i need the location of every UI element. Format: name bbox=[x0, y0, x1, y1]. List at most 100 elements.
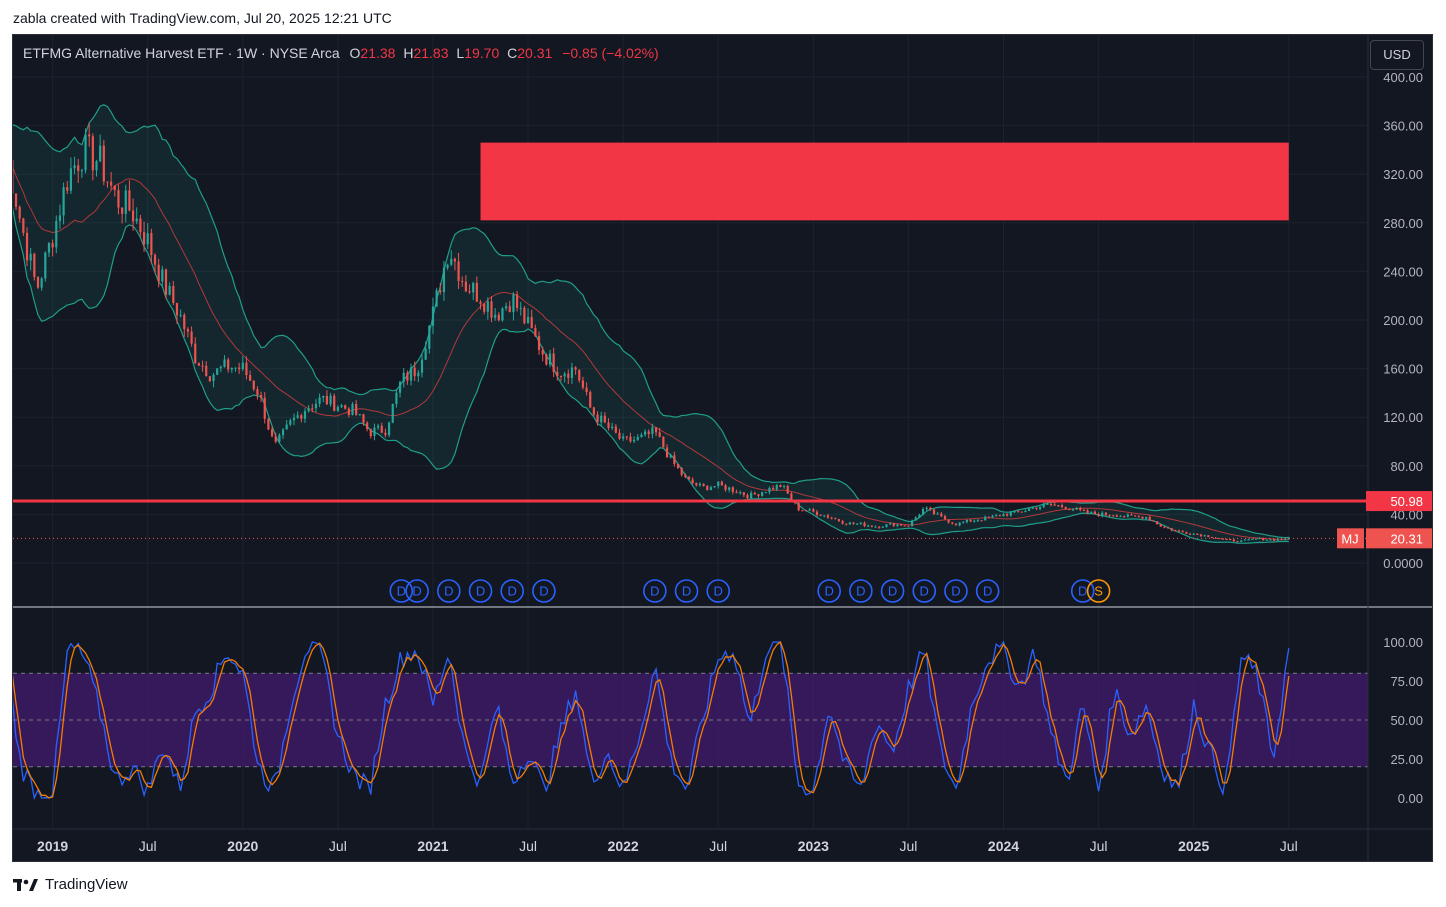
candle-body bbox=[1280, 539, 1283, 541]
legend-open: 21.38 bbox=[360, 45, 396, 61]
candle-body bbox=[1265, 539, 1268, 541]
candle-body bbox=[336, 407, 339, 411]
tradingview-logo-icon bbox=[13, 878, 38, 891]
event-marker-label: D bbox=[856, 584, 865, 599]
candle-body bbox=[150, 233, 153, 256]
candle-body bbox=[77, 165, 80, 172]
resistance-zone bbox=[480, 142, 1289, 221]
candle-body bbox=[965, 519, 969, 523]
candle-body bbox=[600, 415, 603, 423]
candle-body bbox=[420, 359, 424, 373]
time-tick-label: Jul bbox=[139, 838, 157, 854]
candle-body bbox=[1185, 532, 1188, 534]
candle-body bbox=[801, 510, 804, 512]
candle-body bbox=[918, 514, 921, 518]
candle-body bbox=[409, 367, 413, 381]
candle-body bbox=[44, 252, 47, 279]
time-tick-label: Jul bbox=[709, 838, 727, 854]
candle-body bbox=[771, 487, 775, 490]
candle-body bbox=[219, 366, 222, 369]
candle-body bbox=[278, 434, 281, 442]
candle-body bbox=[899, 524, 903, 526]
candle-body bbox=[728, 487, 731, 490]
candle-body bbox=[263, 397, 266, 419]
candle-body bbox=[1262, 537, 1265, 541]
stochastic-tick-label: 50.00 bbox=[1390, 713, 1423, 728]
candle-body bbox=[164, 269, 168, 295]
candle-body bbox=[581, 380, 585, 388]
candle-body bbox=[995, 515, 998, 517]
currency-button[interactable]: USD bbox=[1370, 40, 1424, 70]
price-tick-label: 120.00 bbox=[1383, 410, 1423, 425]
candle-body bbox=[1156, 521, 1159, 525]
candle-body bbox=[69, 168, 73, 191]
candle-body bbox=[249, 375, 252, 381]
candle-body bbox=[1057, 505, 1060, 507]
candle-body bbox=[845, 523, 848, 525]
candle-body bbox=[373, 427, 376, 437]
candle-body bbox=[117, 190, 120, 208]
candle-body bbox=[417, 372, 420, 377]
candle-body bbox=[464, 281, 467, 292]
candle-body bbox=[823, 515, 826, 517]
candle-body bbox=[523, 307, 526, 324]
candle-body bbox=[1115, 515, 1118, 517]
candle-body bbox=[453, 258, 457, 262]
candle-body bbox=[1042, 504, 1045, 507]
stochastic-k-line bbox=[13, 640, 1290, 801]
candle-body bbox=[878, 526, 881, 528]
candle-body bbox=[574, 367, 577, 370]
candle-body bbox=[292, 417, 296, 421]
candle-body bbox=[377, 425, 380, 428]
candle-body bbox=[515, 294, 519, 308]
candle-body bbox=[25, 232, 29, 261]
candle-body bbox=[281, 429, 285, 435]
candle-body bbox=[815, 511, 819, 515]
candle-body bbox=[55, 220, 58, 248]
candle-body bbox=[841, 521, 844, 524]
candle-body bbox=[819, 514, 822, 516]
candle-body bbox=[735, 491, 738, 493]
candle-body bbox=[943, 516, 947, 520]
candle-body bbox=[932, 509, 936, 515]
candle-body bbox=[691, 479, 694, 484]
event-marker-label: D bbox=[412, 584, 421, 599]
candle-body bbox=[274, 436, 277, 442]
candle-body bbox=[804, 510, 808, 512]
candle-body bbox=[848, 522, 851, 525]
candle-body bbox=[80, 170, 83, 172]
candle-body bbox=[695, 483, 698, 486]
candle-body bbox=[428, 325, 431, 349]
candle-body bbox=[863, 522, 866, 527]
bollinger-fill bbox=[13, 104, 1289, 544]
time-tick-label: 2021 bbox=[417, 838, 448, 854]
candle-body bbox=[607, 422, 610, 429]
candle-body bbox=[706, 485, 709, 490]
time-tick-label: 2023 bbox=[798, 838, 829, 854]
candle-body bbox=[95, 161, 98, 171]
candle-body bbox=[859, 522, 862, 524]
candle-body bbox=[651, 427, 654, 435]
time-tick-label: Jul bbox=[519, 838, 537, 854]
symbol-tag bbox=[1337, 528, 1364, 549]
candle-body bbox=[962, 522, 965, 524]
candle-body bbox=[812, 509, 815, 512]
candle-body bbox=[1071, 509, 1075, 511]
dividend-marker-icon bbox=[706, 579, 731, 603]
candle-body bbox=[1240, 540, 1243, 542]
candle-body bbox=[135, 218, 138, 222]
candle-body bbox=[197, 363, 201, 366]
candle-body bbox=[1075, 508, 1078, 510]
last-price-label: 20.31 bbox=[1390, 531, 1423, 546]
candle-body bbox=[885, 524, 888, 527]
candle-body bbox=[1046, 503, 1049, 505]
candle-body bbox=[881, 526, 884, 528]
candle-body bbox=[1225, 538, 1228, 540]
candle-body bbox=[633, 439, 636, 442]
stochastic-tick-label: 75.00 bbox=[1390, 674, 1423, 689]
candle-body bbox=[369, 428, 372, 437]
resistance-zone-rect bbox=[480, 142, 1289, 221]
candle-body bbox=[175, 302, 179, 316]
